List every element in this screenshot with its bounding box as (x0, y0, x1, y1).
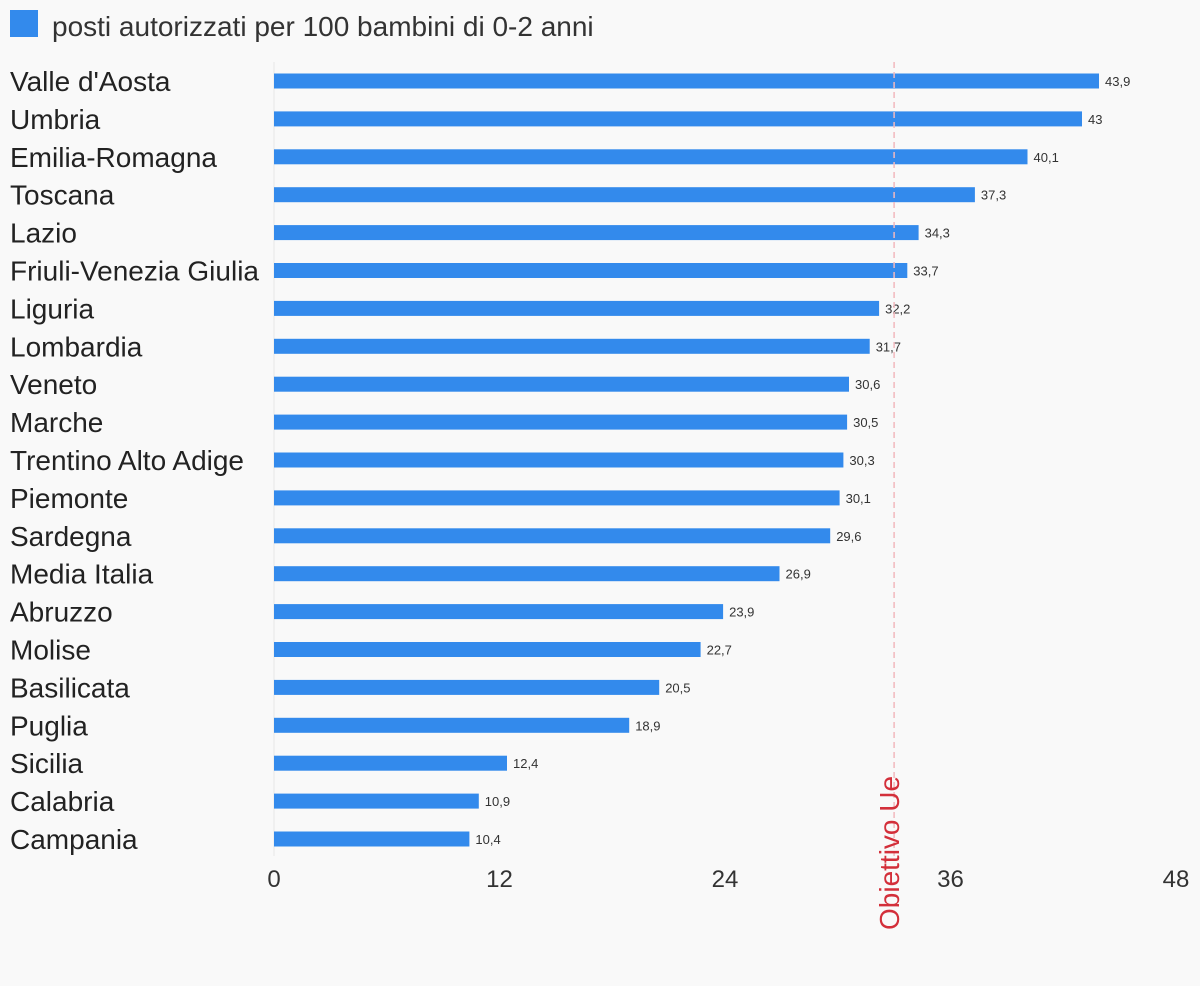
bars-group (274, 73, 1099, 847)
bar-value-label: 30,3 (849, 453, 874, 468)
bar-value-label: 31,7 (876, 339, 901, 354)
category-label: Calabria (10, 786, 115, 817)
bar-value-label: 29,6 (836, 529, 861, 544)
category-label: Campania (10, 824, 138, 855)
bar (274, 149, 1028, 165)
x-tick-label: 48 (1163, 866, 1190, 893)
bar (274, 376, 849, 392)
bar-value-label: 22,7 (707, 643, 732, 658)
bar (274, 111, 1082, 127)
legend-label: posti autorizzati per 100 bambini di 0-2… (52, 11, 594, 42)
category-label: Abruzzo (10, 597, 113, 628)
bar-value-label: 10,9 (485, 794, 510, 809)
bar-value-label: 32,2 (885, 301, 910, 316)
category-label: Valle d'Aosta (10, 66, 171, 97)
legend: posti autorizzati per 100 bambini di 0-2… (10, 10, 594, 42)
bar (274, 338, 870, 354)
category-label: Lazio (10, 218, 77, 249)
bar (274, 642, 701, 657)
bar (274, 452, 844, 468)
category-label: Trentino Alto Adige (10, 445, 244, 476)
bar-value-label: 12,4 (513, 756, 538, 771)
bar (274, 755, 507, 771)
bar-value-label: 26,9 (786, 567, 811, 582)
category-label: Marche (10, 407, 103, 438)
bar-value-label: 30,6 (855, 377, 880, 392)
category-label: Friuli-Venezia Giulia (10, 256, 259, 287)
bar (274, 679, 660, 695)
x-axis-ticks: 0 12 24 36 48 (267, 866, 1189, 893)
bar-value-label: 43,9 (1105, 74, 1130, 89)
bar (274, 566, 780, 582)
category-label: Veneto (10, 369, 97, 400)
category-label: Emilia-Romagna (10, 142, 217, 173)
category-label: Piemonte (10, 483, 128, 514)
reference-line-label: Obiettivo Ue (874, 776, 905, 930)
category-label: Puglia (10, 710, 88, 741)
x-tick-label: 12 (486, 866, 513, 893)
bar-value-label: 34,3 (925, 226, 950, 241)
category-label: Liguria (10, 293, 94, 324)
bar (274, 414, 848, 430)
bar (274, 300, 880, 316)
bar (274, 793, 479, 809)
category-label: Umbria (10, 104, 101, 135)
bar (274, 490, 840, 506)
reference-line-group: Obiettivo Ue (874, 62, 905, 930)
bar (274, 717, 630, 733)
bar-value-label: 23,9 (729, 605, 754, 620)
category-label: Media Italia (10, 559, 154, 590)
x-tick-label: 24 (712, 866, 739, 893)
bar (274, 604, 724, 620)
bar-value-label: 40,1 (1034, 150, 1059, 165)
x-tick-label: 36 (937, 866, 964, 893)
bar-value-label: 37,3 (981, 188, 1006, 203)
bar (274, 187, 975, 203)
bar (274, 73, 1099, 89)
legend-swatch (10, 10, 38, 37)
bar-value-label: 30,1 (846, 491, 871, 506)
bar (274, 528, 831, 544)
bar-value-label: 33,7 (913, 264, 938, 279)
bar-value-label: 30,5 (853, 415, 878, 430)
bar (274, 831, 470, 847)
category-label: Molise (10, 635, 91, 666)
category-label: Sicilia (10, 748, 84, 779)
category-labels-group: Valle d'Aosta Umbria Emilia-Romagna Toscana… (10, 66, 259, 855)
bar-value-label: 18,9 (635, 718, 660, 733)
bar (274, 263, 908, 278)
bar-value-label: 20,5 (665, 680, 690, 695)
x-tick-label: 0 (267, 866, 280, 893)
category-label: Toscana (10, 180, 115, 211)
bar-value-label: 10,4 (475, 832, 500, 847)
category-label: Sardegna (10, 521, 132, 552)
bar (274, 225, 919, 241)
bar-value-label: 43 (1088, 112, 1102, 127)
category-label: Basilicata (10, 672, 130, 703)
category-label: Lombardia (10, 331, 143, 362)
